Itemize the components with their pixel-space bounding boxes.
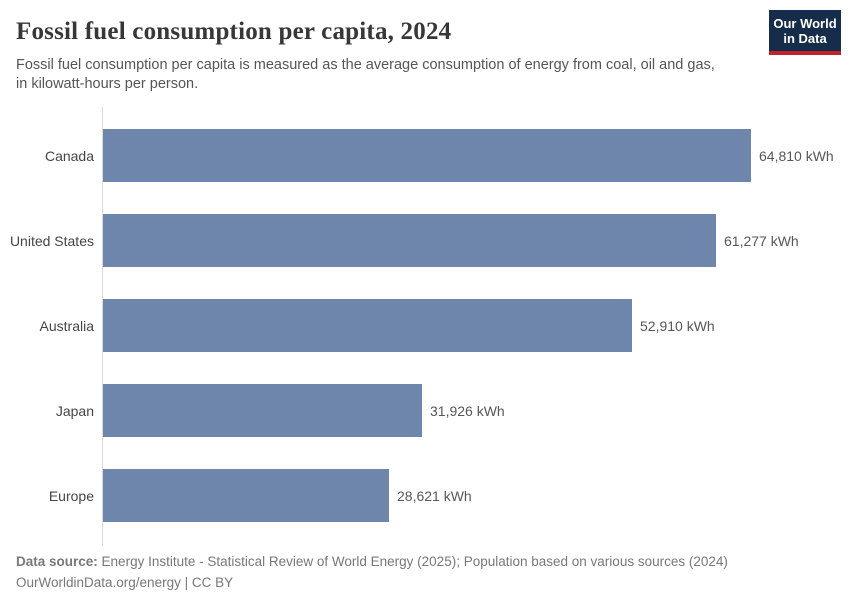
- owid-logo-line2: in Data: [783, 31, 827, 46]
- bar[interactable]: [103, 214, 716, 267]
- bar-row: Japan 31,926 kWh: [0, 368, 850, 453]
- bar-chart: Canada 64,810 kWh United States 61,277 k…: [0, 107, 850, 546]
- footer-link[interactable]: OurWorldinData.org/energy | CC BY: [16, 574, 234, 590]
- bar-track: 31,926 kWh: [103, 384, 850, 437]
- bar[interactable]: [103, 469, 389, 522]
- bar-value: 31,926 kWh: [430, 402, 505, 419]
- bar[interactable]: [103, 384, 422, 437]
- bar-value: 64,810 kWh: [759, 147, 834, 164]
- chart-header: Fossil fuel consumption per capita, 2024…: [0, 0, 850, 93]
- chart-subtitle-line1: Fossil fuel consumption per capita is me…: [16, 57, 715, 73]
- bar-label: Australia: [39, 317, 94, 334]
- datasource-label: Data source:: [16, 554, 98, 569]
- bar-row: United States 61,277 kWh: [0, 198, 850, 283]
- bar-value: 28,621 kWh: [397, 487, 472, 504]
- chart-footer: Data source: Energy Institute - Statisti…: [16, 552, 834, 593]
- owid-logo-line1: Our World: [773, 16, 837, 31]
- bar[interactable]: [103, 129, 751, 182]
- owid-logo[interactable]: Our World in Data: [769, 10, 841, 55]
- bar[interactable]: [103, 299, 632, 352]
- bar-row: Canada 64,810 kWh: [0, 113, 850, 198]
- bar-track: 52,910 kWh: [103, 299, 850, 352]
- bar-track: 28,621 kWh: [103, 469, 850, 522]
- datasource-text: Energy Institute - Statistical Review of…: [101, 554, 728, 569]
- bar-value: 52,910 kWh: [640, 317, 715, 334]
- bar-label: Europe: [48, 487, 94, 504]
- chart-rows: Canada 64,810 kWh United States 61,277 k…: [0, 107, 850, 546]
- bar-label: Canada: [44, 147, 94, 164]
- bar-label: Japan: [55, 402, 94, 419]
- bar-label: United States: [9, 232, 94, 249]
- chart-title: Fossil fuel consumption per capita, 2024: [16, 18, 452, 45]
- bar-row: Australia 52,910 kWh: [0, 283, 850, 368]
- datasource-line: Data source: Energy Institute - Statisti…: [16, 552, 834, 573]
- chart-subtitle: Fossil fuel consumption per capita is me…: [16, 56, 834, 93]
- bar-value: 61,277 kWh: [724, 232, 799, 249]
- bar-row: Europe 28,621 kWh: [0, 453, 850, 538]
- chart-subtitle-line2: in kilowatt-hours per person.: [16, 75, 199, 92]
- bar-track: 61,277 kWh: [103, 214, 850, 267]
- bar-track: 64,810 kWh: [103, 129, 850, 182]
